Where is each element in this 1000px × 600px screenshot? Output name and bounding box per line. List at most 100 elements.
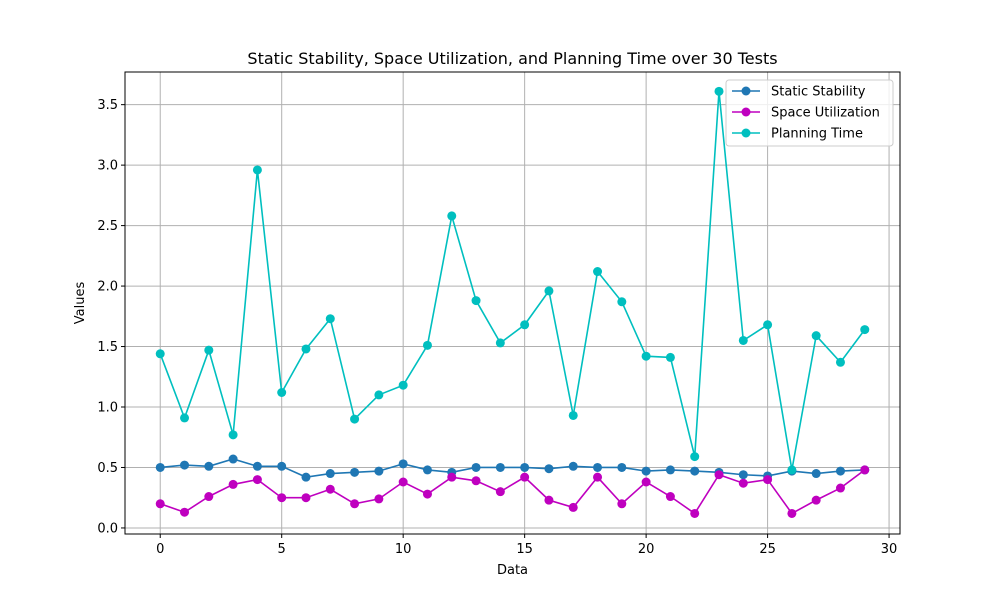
y-tick-label: 1.0 (97, 401, 118, 416)
data-point (495, 487, 505, 497)
data-point (277, 493, 287, 503)
y-tick-label: 2.0 (97, 280, 118, 295)
y-tick-label: 0.5 (97, 461, 118, 476)
data-point (155, 499, 165, 509)
legend-label: Space Utilization (771, 106, 880, 121)
data-point (374, 466, 384, 476)
data-point (325, 484, 335, 494)
data-point (252, 165, 262, 175)
x-tick-label: 15 (516, 542, 533, 557)
data-point (641, 351, 651, 361)
series-line (159, 469, 866, 515)
data-point (763, 475, 773, 485)
data-point (690, 466, 700, 476)
data-point (520, 472, 530, 482)
data-point (180, 413, 190, 423)
data-point (593, 472, 603, 482)
data-point (398, 477, 408, 487)
data-point (155, 462, 165, 472)
data-point (665, 492, 675, 502)
data-point (350, 414, 360, 424)
data-point (495, 338, 505, 348)
data-point (350, 467, 360, 477)
data-point (471, 462, 481, 472)
data-point (471, 296, 481, 306)
data-point (568, 461, 578, 471)
y-tick-label: 1.5 (97, 340, 118, 355)
x-axis-label: Data (497, 563, 528, 578)
data-point (471, 476, 481, 486)
legend: Static Stability Space Utilization Plannin… (725, 79, 894, 147)
data-point (811, 495, 821, 505)
y-tick-label: 3.0 (97, 159, 118, 174)
data-point (811, 331, 821, 341)
data-point (447, 211, 457, 221)
y-tick-label: 3.5 (97, 98, 118, 113)
data-point (301, 493, 311, 503)
legend-label: Static Stability (771, 85, 866, 100)
data-point (787, 465, 797, 475)
data-point (252, 461, 262, 471)
data-point (447, 472, 457, 482)
data-point (860, 325, 870, 335)
data-point (204, 461, 214, 471)
data-point (301, 472, 311, 482)
data-point (520, 320, 530, 330)
data-point (835, 466, 845, 476)
data-point (544, 495, 554, 505)
data-point (155, 349, 165, 359)
y-tick-label: 0.0 (97, 521, 118, 536)
data-point (690, 508, 700, 518)
data-point (495, 462, 505, 472)
x-tick-label: 5 (278, 542, 286, 557)
data-point (593, 462, 603, 472)
data-point (204, 345, 214, 355)
data-point (180, 460, 190, 470)
plot-frame (124, 71, 901, 535)
y-axis-label: Values (73, 282, 88, 325)
data-point (738, 335, 748, 345)
data-point (398, 380, 408, 390)
data-point (593, 267, 603, 277)
data-point (714, 470, 724, 480)
data-point (277, 387, 287, 397)
data-point (641, 466, 651, 476)
x-tick-label: 20 (638, 542, 655, 557)
data-point (228, 430, 238, 440)
data-point (204, 492, 214, 502)
legend-marker (741, 107, 751, 117)
data-point (811, 469, 821, 479)
data-point (350, 499, 360, 509)
data-point (738, 478, 748, 488)
y-tick-label: 2.5 (97, 219, 118, 234)
chart-title: Static Stability, Space Utilization, and… (247, 49, 777, 68)
x-tick-label: 10 (395, 542, 412, 557)
data-point (252, 475, 262, 485)
legend-label: Planning Time (771, 127, 863, 142)
data-point (422, 465, 432, 475)
legend-box (725, 79, 894, 147)
x-tick-label: 30 (881, 542, 898, 557)
data-point (374, 390, 384, 400)
data-point (544, 464, 554, 474)
data-point (860, 465, 870, 475)
data-point (180, 507, 190, 517)
data-point (665, 465, 675, 475)
data-point (738, 470, 748, 480)
data-point (617, 462, 627, 472)
x-tick-label: 25 (759, 542, 776, 557)
x-tick-label: 0 (156, 542, 164, 557)
data-point (641, 477, 651, 487)
data-point (787, 508, 797, 518)
ticks: 0 5 10 15 20 25 30 0.0 0.5 1.0 1.5 2.0 2.5 3.0 3.5 (97, 98, 897, 557)
series-line (159, 91, 866, 471)
data-point (228, 454, 238, 464)
series-line (160, 458, 865, 478)
data-point (617, 499, 627, 509)
data-point (763, 320, 773, 330)
legend-marker (741, 86, 751, 96)
data-point (301, 344, 311, 354)
data-point (665, 352, 675, 362)
